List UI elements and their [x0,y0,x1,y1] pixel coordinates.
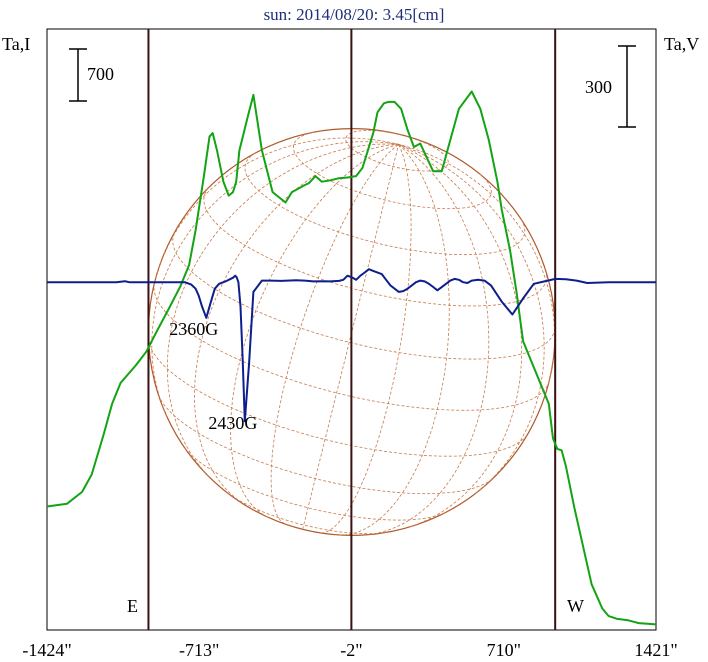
scale-bars [69,45,636,128]
longitude-line [151,141,399,417]
longitude-line [398,143,545,494]
east-marker: E [127,596,138,616]
longitude-line [166,143,399,477]
longitude-line [270,143,399,525]
latitude-line [244,152,526,256]
x-tick-label: 1421" [634,640,677,660]
chart-title: sun: 2014/08/20: 3.45[cm] [264,5,445,24]
west-marker: W [567,596,584,616]
x-tick-label: -1424" [22,640,71,660]
series-group [46,90,657,626]
x-tick-label: -713" [179,640,219,660]
latitude-line [293,131,492,210]
x-tick-label: 710" [487,640,521,660]
longitude-line [338,144,450,536]
latitude-line [345,130,449,172]
longitude-line [154,137,399,283]
latitude-line [172,232,556,360]
left-axis-label: Ta,I [2,34,30,54]
left-scale-bar-label: 700 [87,64,114,84]
series-line-V [47,268,656,423]
annotations: 2360G 2430G [169,319,257,433]
annotation-label: 2360G [169,319,218,339]
x-tick-label: -2" [340,640,362,660]
latitude-line [148,339,529,457]
x-tick-labels: -1424" -713" -2" 710" 1421" [22,640,677,660]
longitude-line [302,144,399,530]
longitude-line [321,144,412,534]
plot-frame [46,28,657,631]
series-line-I [46,90,657,626]
annotation-label: 2430G [208,413,257,433]
right-scale-bar-label: 300 [585,77,612,97]
longitude-line [398,143,522,528]
right-axis-label: Ta,V [664,34,699,54]
